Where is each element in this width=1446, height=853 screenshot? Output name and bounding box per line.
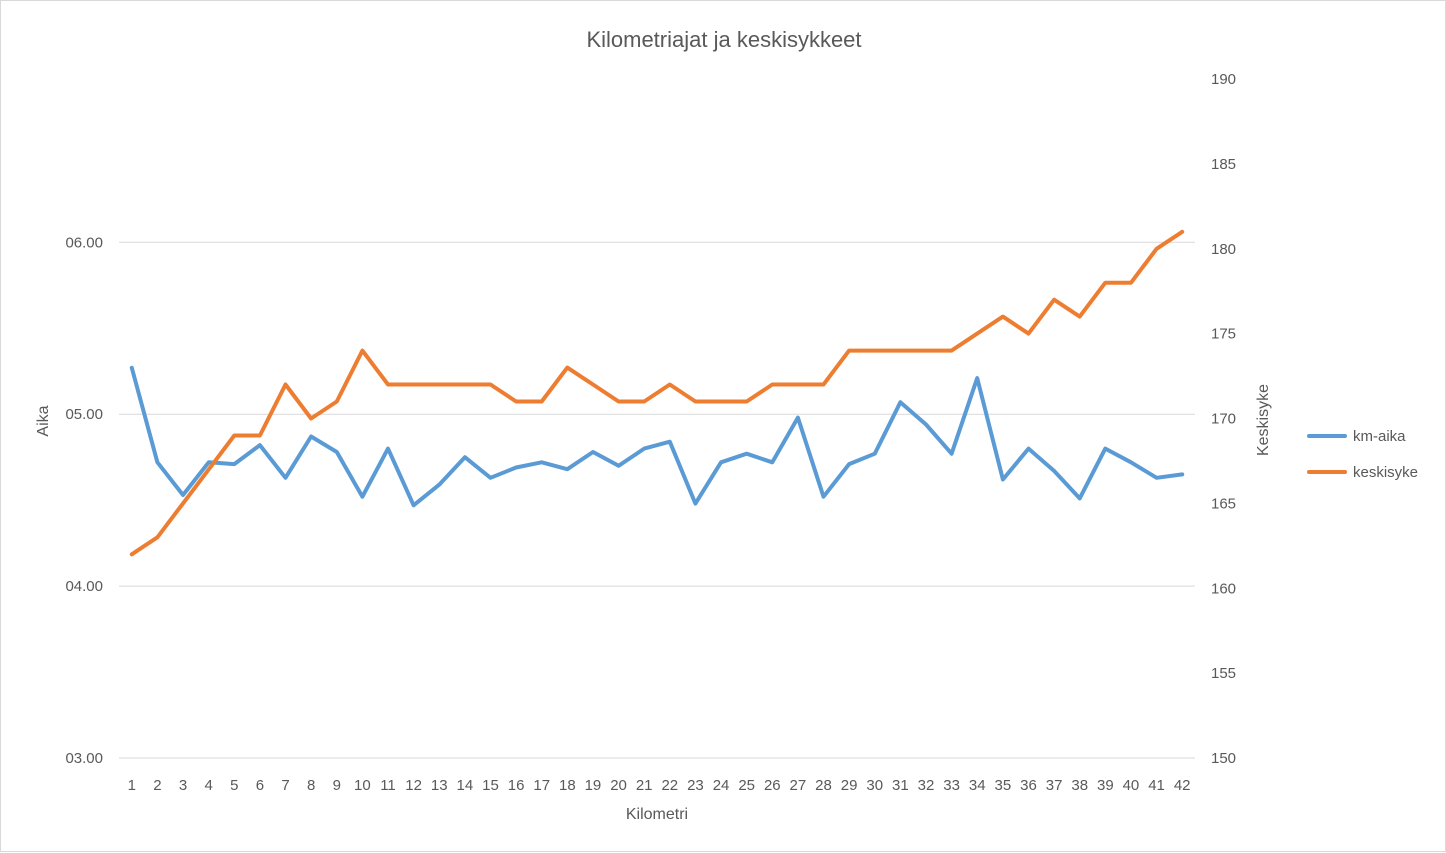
x-tick-label: 10 [354, 777, 371, 794]
x-tick-label: 6 [256, 777, 264, 794]
x-tick-label: 24 [713, 777, 730, 794]
x-tick-label: 42 [1174, 777, 1191, 794]
x-tick-label: 19 [585, 777, 602, 794]
right-tick-label: 180 [1211, 241, 1236, 258]
x-tick-label: 27 [790, 777, 807, 794]
right-tick-label: 190 [1211, 71, 1236, 88]
x-axis-ticks: 1 2 3 4 5 6 7 8 9 10 11 12 13 14 15 16 17 18 19 20 21 22 23 24 2… [128, 777, 1191, 794]
x-tick-label: 33 [943, 777, 960, 794]
x-tick-label: 26 [764, 777, 781, 794]
right-axis-title: Keskisyke [1255, 384, 1272, 456]
x-tick-label: 8 [307, 777, 315, 794]
x-tick-label: 31 [892, 777, 909, 794]
left-tick-label: 05.00 [65, 406, 103, 423]
left-tick-label: 04.00 [65, 578, 103, 595]
x-tick-label: 18 [559, 777, 576, 794]
x-tick-label: 22 [661, 777, 678, 794]
right-tick-label: 160 [1211, 580, 1236, 597]
x-tick-label: 1 [128, 777, 136, 794]
x-tick-label: 5 [230, 777, 238, 794]
x-tick-label: 30 [866, 777, 883, 794]
x-tick-label: 9 [333, 777, 341, 794]
left-tick-label: 06.00 [65, 234, 103, 251]
x-tick-label: 16 [508, 777, 525, 794]
x-tick-label: 25 [738, 777, 755, 794]
right-tick-label: 175 [1211, 326, 1236, 343]
x-tick-label: 15 [482, 777, 499, 794]
x-tick-label: 29 [841, 777, 858, 794]
right-tick-label: 150 [1211, 750, 1236, 767]
series-line-km-aika [129, 365, 1185, 508]
x-tick-label: 38 [1071, 777, 1088, 794]
series-line-keskisyke [129, 229, 1185, 557]
x-tick-label: 34 [969, 777, 986, 794]
x-tick-label: 20 [610, 777, 627, 794]
right-tick-label: 170 [1211, 411, 1236, 428]
x-tick-label: 39 [1097, 777, 1114, 794]
legend-label-keskisyke: keskisyke [1353, 464, 1418, 481]
x-tick-label: 4 [204, 777, 212, 794]
right-tick-label: 165 [1211, 495, 1236, 512]
x-tick-label: 37 [1046, 777, 1063, 794]
gridlines [119, 241, 1195, 759]
x-tick-label: 3 [179, 777, 187, 794]
x-tick-label: 23 [687, 777, 704, 794]
series-lines [129, 229, 1185, 557]
right-axis-ticks: 150 155 160 165 170 175 180 185 190 [1211, 71, 1236, 767]
right-tick-label: 185 [1211, 156, 1236, 173]
x-tick-label: 28 [815, 777, 832, 794]
left-axis-ticks: 03.00 04.00 05.00 06.00 [65, 234, 103, 767]
x-tick-label: 11 [380, 777, 396, 794]
legend: km-aika keskisyke [1307, 428, 1418, 481]
x-tick-label: 7 [281, 777, 289, 794]
x-tick-label: 21 [636, 777, 653, 794]
x-tick-label: 12 [405, 777, 422, 794]
x-tick-label: 40 [1123, 777, 1140, 794]
x-tick-label: 13 [431, 777, 448, 794]
right-tick-label: 155 [1211, 665, 1236, 682]
x-tick-label: 32 [918, 777, 935, 794]
legend-label-km-aika: km-aika [1353, 428, 1406, 445]
x-tick-label: 35 [995, 777, 1012, 794]
chart-title: Kilometriajat ja keskisykkeet [586, 27, 861, 52]
x-tick-label: 41 [1148, 777, 1165, 794]
left-tick-label: 03.00 [65, 750, 103, 767]
left-axis-title: Aika [35, 405, 52, 436]
x-tick-label: 36 [1020, 777, 1037, 794]
x-axis-title: Kilometri [626, 806, 688, 823]
x-tick-label: 2 [153, 777, 161, 794]
x-tick-label: 17 [533, 777, 550, 794]
x-tick-label: 14 [457, 777, 474, 794]
